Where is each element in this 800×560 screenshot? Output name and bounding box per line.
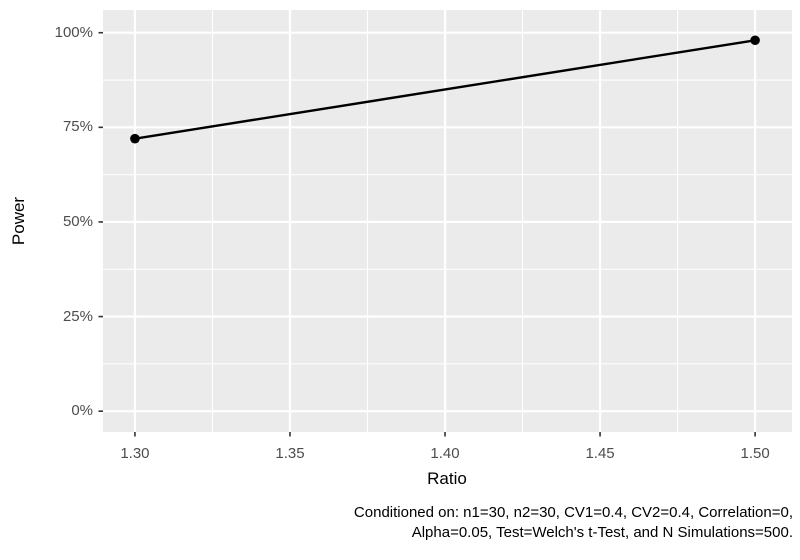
data-point bbox=[750, 35, 760, 46]
series-line bbox=[134, 39, 756, 140]
data-point bbox=[130, 133, 140, 144]
